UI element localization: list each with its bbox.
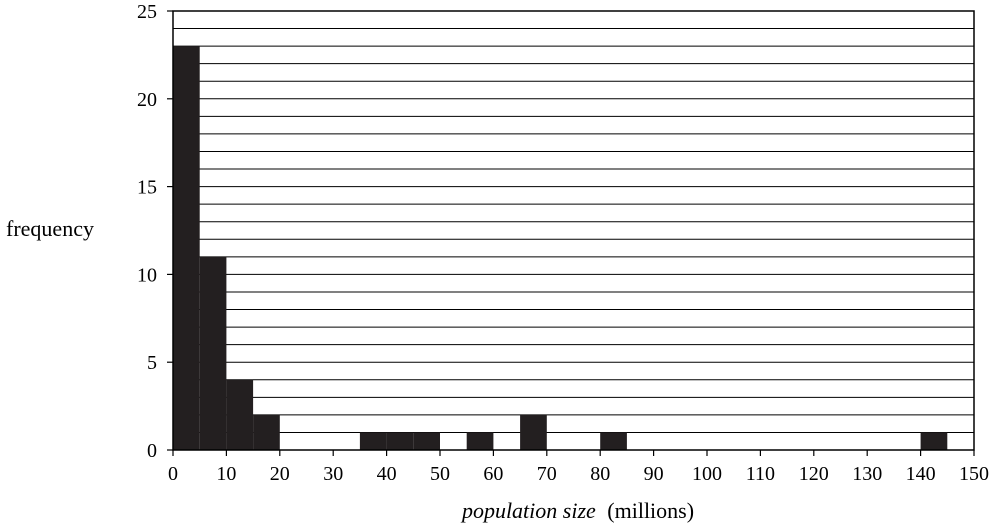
y-tick-label-15: 15	[137, 177, 157, 199]
bar-40-45	[386, 432, 414, 450]
bar-55-60	[466, 432, 494, 450]
bar-35-40	[359, 432, 387, 450]
bar-140-145	[920, 432, 948, 450]
x-tick-label-150: 150	[959, 463, 989, 485]
bar-65-70	[520, 414, 547, 450]
bar-10-15	[226, 379, 254, 450]
bar-80-85	[600, 432, 627, 450]
y-axis-label: frequency	[6, 216, 94, 241]
x-axis-label-units: (millions)	[607, 498, 694, 523]
bar-0-5	[173, 46, 200, 451]
x-tick-label-140: 140	[906, 463, 936, 485]
x-axis-label-italic: population size	[460, 498, 596, 523]
x-tick-label-60: 60	[483, 463, 503, 485]
tick-labels: 0 10 20 30 40 50 60 70 80 90 100 110 120 130 140 150 0 5 1…	[137, 1, 989, 485]
y-tick-label-20: 20	[137, 89, 157, 111]
x-axis-label: population size (millions)	[460, 498, 694, 523]
x-tick-label-0: 0	[168, 463, 178, 485]
y-tick-label-5: 5	[147, 352, 157, 374]
bars	[173, 46, 948, 451]
y-tick-label-10: 10	[137, 264, 157, 286]
x-tick-label-40: 40	[377, 463, 397, 485]
x-tick-label-30: 30	[323, 463, 343, 485]
gridlines	[173, 28, 974, 433]
bar-15-20	[253, 414, 280, 450]
y-tick-label-25: 25	[137, 1, 157, 23]
x-tick-label-90: 90	[644, 463, 664, 485]
x-tick-label-20: 20	[270, 463, 290, 485]
x-tick-label-70: 70	[537, 463, 557, 485]
y-tick-label-0: 0	[147, 440, 157, 462]
plot-frame	[172, 10, 975, 451]
x-tick-label-50: 50	[430, 463, 450, 485]
x-tick-label-10: 10	[216, 463, 236, 485]
x-tick-label-120: 120	[799, 463, 829, 485]
x-tick-label-130: 130	[852, 463, 882, 485]
x-tick-label-80: 80	[590, 463, 610, 485]
x-tick-label-100: 100	[692, 463, 722, 485]
x-tick-label-110: 110	[746, 463, 775, 485]
axes	[167, 10, 975, 456]
bar-5-10	[199, 256, 227, 450]
bar-45-50	[413, 432, 440, 450]
